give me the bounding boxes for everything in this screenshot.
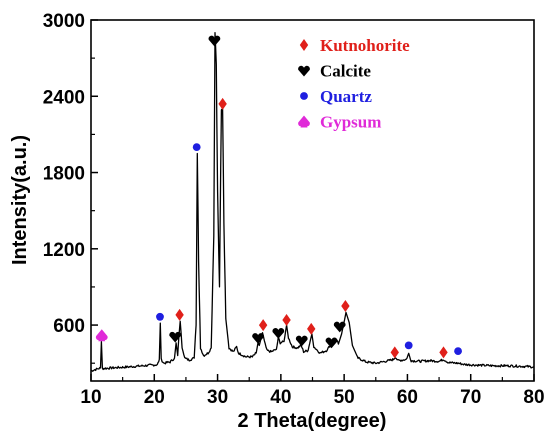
legend-spade-icon (298, 115, 310, 128)
y-axis-title: Intensity(a.u.) (9, 135, 31, 265)
legend: Kutnohorite Calcite Quartz Gypsum (298, 36, 410, 132)
diffraction-line (90, 32, 534, 372)
peak-marker-heart (325, 337, 338, 349)
peak-marker-circle (454, 347, 462, 356)
peak-marker-diamond (439, 346, 448, 359)
peak-markers (95, 35, 462, 359)
legend-circle-icon (300, 92, 308, 100)
peak-marker-diamond (218, 97, 227, 110)
y-tick-label: 1800 (43, 164, 85, 185)
y-tick-label: 3000 (43, 11, 85, 32)
peak-marker-circle (156, 312, 164, 321)
peak-marker-heart (272, 328, 285, 339)
x-tick-label: 30 (207, 387, 228, 408)
peak-marker-diamond (175, 308, 184, 321)
x-tick-label: 50 (334, 387, 355, 408)
x-tick-label: 10 (80, 387, 101, 408)
peak-marker-diamond (307, 322, 316, 335)
y-tick-label: 600 (53, 316, 85, 337)
axis-ticks (90, 19, 535, 381)
legend-label: Kutnohorite (320, 36, 410, 55)
x-tick-label: 20 (144, 387, 165, 408)
axis-tick-labels: 10 20 30 40 50 60 70 80 600 1200 1800 2400 3000 (43, 11, 545, 408)
x-tick-label: 70 (460, 387, 481, 408)
peak-marker-spade (95, 329, 108, 342)
y-tick-label: 2400 (43, 87, 85, 108)
x-tick-label: 40 (270, 387, 291, 408)
legend-diamond-icon (299, 39, 309, 51)
peak-marker-diamond (258, 319, 268, 332)
peak-marker-diamond (390, 346, 399, 359)
x-tick-label: 80 (523, 387, 544, 408)
peak-marker-heart (169, 331, 182, 343)
peak-marker-circle (192, 143, 201, 152)
peak-marker-heart (208, 35, 221, 47)
peak-marker-diamond (341, 300, 350, 313)
peak-marker-heart (252, 333, 264, 344)
y-tick-label: 1200 (43, 240, 85, 261)
x-tick-label: 60 (397, 387, 418, 408)
peak-marker-heart (333, 321, 346, 333)
legend-label: Quartz (320, 87, 372, 106)
legend-label: Calcite (320, 62, 371, 81)
peak-marker-diamond (282, 313, 291, 326)
peak-marker-circle (404, 341, 413, 350)
x-axis-title: 2 Theta(degree) (238, 410, 387, 432)
legend-label: Gypsum (320, 113, 381, 132)
peak-marker-heart (295, 335, 308, 347)
legend-heart-icon (298, 65, 310, 77)
